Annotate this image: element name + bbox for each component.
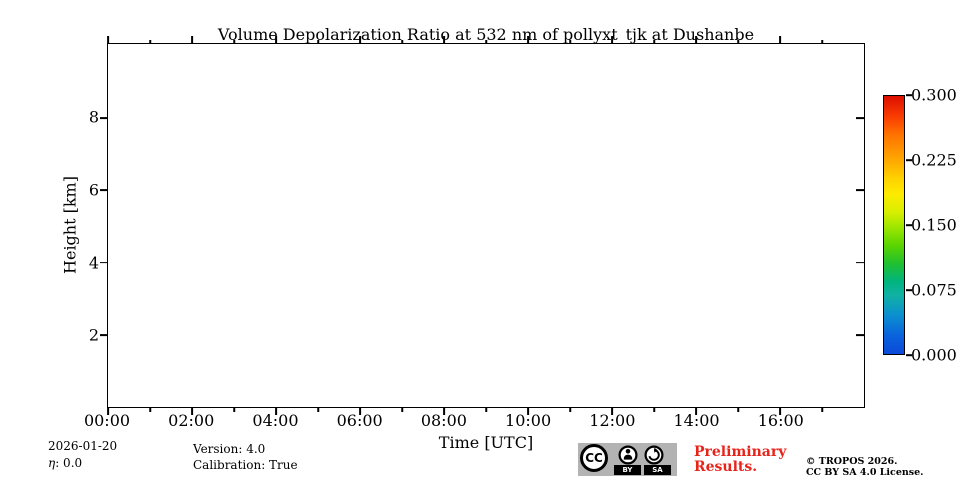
- x-minor-tick-bottom: [317, 407, 319, 412]
- colorbar-tick-label: 0.150: [911, 215, 957, 235]
- eta-value: η: 0.0: [48, 456, 82, 470]
- colorbar: [883, 95, 905, 355]
- y-major-tick-left: [100, 189, 108, 192]
- y-tick-labels: 2 4 6 8: [0, 43, 99, 408]
- x-minor-tick-bottom: [485, 407, 487, 412]
- x-minor-tick-top: [653, 39, 655, 44]
- eta-number: : 0.0: [55, 456, 83, 470]
- colorbar-tick: [906, 159, 912, 161]
- colorbar-tick: [906, 224, 912, 226]
- x-major-tick-bottom: [443, 407, 445, 415]
- cc-by-sa-license-badge: CC BY SA: [578, 443, 677, 476]
- x-major-tick-top: [359, 36, 361, 44]
- eta-symbol: η: [48, 456, 56, 470]
- x-major-tick-bottom: [359, 407, 361, 415]
- copyright-line2: CC BY SA 4.0 License.: [806, 467, 924, 478]
- x-major-tick-bottom: [611, 407, 613, 415]
- y-major-tick-right: [856, 117, 864, 119]
- y-tick-label: 4: [88, 253, 99, 273]
- calibration-text: Calibration: True: [193, 458, 298, 472]
- sa-band-label: SA: [644, 465, 671, 475]
- x-major-tick-bottom: [527, 407, 529, 415]
- x-major-tick-top: [191, 36, 193, 44]
- x-major-tick-top: [443, 36, 445, 44]
- cc-logo-icon: CC: [580, 444, 608, 472]
- x-major-tick-top: [527, 36, 529, 44]
- plot-area: [100, 36, 865, 415]
- colorbar-tick: [906, 354, 912, 356]
- preliminary-line2: Results.: [694, 459, 758, 475]
- x-minor-tick-bottom: [149, 407, 151, 412]
- x-tick-label: 14:00: [673, 411, 720, 430]
- colorbar-tick-label: 0.075: [911, 280, 957, 300]
- x-major-tick-bottom: [779, 407, 781, 415]
- preliminary-results-notice: Preliminary Results.: [694, 445, 786, 475]
- x-minor-tick-top: [485, 39, 487, 44]
- x-major-tick-top: [611, 36, 613, 44]
- y-major-tick-right: [856, 333, 864, 336]
- y-major-tick-right: [856, 261, 864, 264]
- colorbar-tick-labels: 0.000 0.075 0.150 0.225 0.300: [883, 86, 957, 365]
- x-tick-label: 08:00: [420, 411, 467, 430]
- x-major-tick-bottom: [107, 407, 109, 415]
- colorbar-tick-label: 0.000: [911, 345, 957, 365]
- y-tick-label: 2: [88, 325, 99, 345]
- chart-title: Volume Depolarization Ratio at 532 nm of…: [217, 25, 755, 44]
- by-person-icon: [618, 445, 638, 465]
- x-minor-tick-bottom: [821, 407, 823, 412]
- x-tick-label: 00:00: [83, 411, 131, 430]
- version-text: Version: 4.0: [193, 442, 266, 456]
- x-minor-tick-top: [149, 39, 151, 44]
- y-major-tick-left: [100, 333, 108, 336]
- x-tick-label: 10:00: [505, 411, 552, 430]
- x-major-tick-top: [275, 36, 277, 44]
- x-tick-label: 02:00: [168, 411, 215, 430]
- x-minor-tick-bottom: [737, 407, 739, 412]
- x-axis-label: Time [UTC]: [438, 433, 534, 452]
- measurement-date: 2026-01-20: [48, 439, 118, 453]
- y-tick-label: 8: [88, 107, 99, 127]
- x-minor-tick-bottom: [401, 407, 403, 412]
- x-minor-tick-top: [317, 39, 319, 44]
- copyright-line1: © TROPOS 2026.: [806, 456, 898, 467]
- x-minor-tick-top: [737, 39, 739, 44]
- x-major-tick-top: [695, 36, 697, 44]
- x-major-tick-bottom: [275, 407, 277, 415]
- x-minor-tick-top: [233, 39, 235, 44]
- x-minor-tick-bottom: [233, 407, 235, 412]
- y-tick-label: 6: [88, 180, 99, 200]
- y-major-tick-left: [100, 261, 108, 264]
- y-major-tick-right: [856, 189, 864, 192]
- x-major-tick-top: [107, 36, 109, 44]
- x-tick-label: 06:00: [336, 411, 383, 430]
- colorbar-tick: [906, 289, 912, 291]
- x-minor-tick-bottom: [653, 407, 655, 412]
- x-tick-label: 12:00: [589, 411, 636, 430]
- x-minor-tick-top: [401, 39, 403, 44]
- x-major-tick-top: [779, 36, 781, 44]
- copyright-notice: © TROPOS 2026. CC BY SA 4.0 License.: [806, 456, 923, 478]
- x-tick-labels: 00:00 02:00 04:00 06:00 08:00 10:00 12:00 14:00…: [84, 411, 865, 431]
- x-major-tick-bottom: [191, 407, 193, 415]
- by-band-label: BY: [614, 465, 641, 475]
- x-minor-tick-bottom: [569, 407, 571, 412]
- y-major-tick-left: [100, 117, 108, 119]
- x-tick-label: 04:00: [252, 411, 299, 430]
- sa-arrow-icon: [644, 445, 664, 465]
- colorbar-tick: [906, 94, 912, 96]
- colorbar-tick-label: 0.225: [911, 150, 957, 170]
- x-minor-tick-top: [821, 39, 823, 44]
- cc-logo-text: CC: [585, 451, 603, 465]
- preliminary-line1: Preliminary: [694, 444, 787, 460]
- x-tick-label: 16:00: [757, 411, 804, 430]
- x-major-tick-bottom: [695, 407, 697, 415]
- x-minor-tick-top: [569, 39, 571, 44]
- colorbar-tick-label: 0.300: [911, 85, 957, 105]
